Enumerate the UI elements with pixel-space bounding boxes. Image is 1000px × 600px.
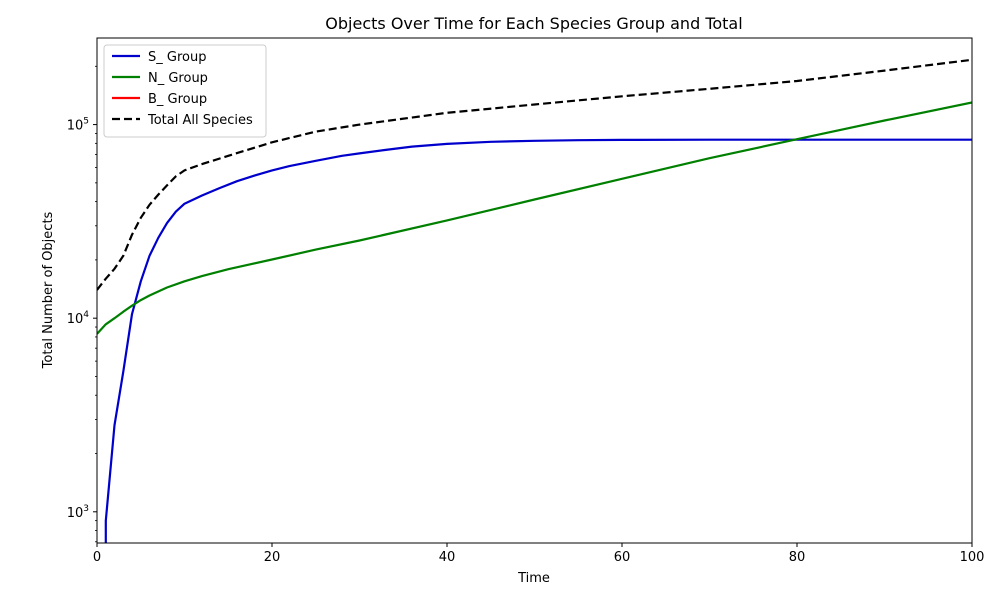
y-tick-label: 105 (67, 117, 89, 134)
y-tick-label: 104 (67, 310, 90, 327)
y-axis-label: Total Number of Objects (41, 211, 56, 369)
legend-label: B_ Group (148, 92, 207, 107)
x-tick-label: 20 (264, 550, 281, 565)
x-tick-label: 80 (789, 550, 806, 565)
series-line-s-group (104, 138, 972, 543)
x-axis-label: Time (517, 571, 550, 586)
x-axis: 0 20 40 60 80 100 (93, 543, 985, 565)
plot-area (96, 37, 973, 544)
legend-label: Total All Species (147, 113, 253, 128)
y-axis: 103 104 105 (67, 65, 97, 543)
x-tick-label: 40 (439, 550, 456, 565)
y-tick-label: 103 (67, 504, 89, 521)
legend-label: N_ Group (148, 71, 208, 86)
x-tick-label: 0 (93, 550, 101, 565)
series-line-total-all-species (97, 58, 972, 291)
x-tick-label: 60 (614, 550, 631, 565)
series-line-n-group (97, 101, 972, 335)
legend-box (103, 44, 267, 138)
series-layer (97, 58, 972, 543)
chart-title: Objects Over Time for Each Species Group… (325, 14, 742, 33)
legend: S_ Group N_ Group B_ Group Total All Specie… (103, 44, 267, 138)
legend-label: S_ Group (148, 50, 206, 65)
x-tick-label: 100 (960, 550, 985, 565)
